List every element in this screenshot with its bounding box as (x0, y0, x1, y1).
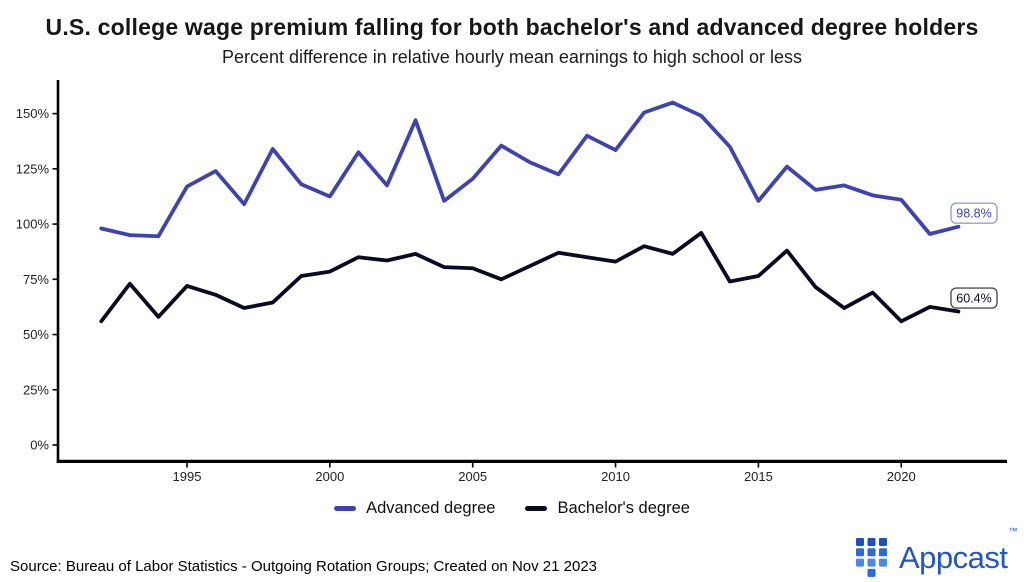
legend-item-bachelors-degree: Bachelor's degree (525, 499, 690, 518)
logo-square (878, 548, 887, 557)
logo-square (855, 558, 864, 567)
series-line-bachelor-s-degree (99, 231, 961, 324)
series-line-advanced-degree (99, 100, 961, 239)
y-tick-label: 25% (23, 382, 49, 397)
logo-square (867, 558, 876, 567)
trademark-symbol: ™ (1008, 526, 1018, 536)
chart-subtitle: Percent difference in relative hourly me… (222, 47, 802, 67)
logo-square (878, 558, 887, 567)
y-tick-label: 125% (16, 161, 50, 176)
logo-square (867, 538, 876, 546)
end-value-label-box (950, 202, 998, 224)
line-chart-canvas: 0% 25% 50% 75% 100% 125% 150% 1995 2000 2005 2010 2… (16, 80, 1007, 484)
logo-square (855, 548, 864, 557)
x-tick-label: 1995 (173, 469, 202, 484)
y-tick-label: 75% (23, 272, 49, 287)
x-tick-label: 2015 (744, 469, 773, 484)
y-tick-label: 150% (16, 106, 50, 121)
logo-square (867, 568, 876, 577)
y-tick-label: 50% (23, 327, 49, 342)
x-tick-label: 2020 (887, 469, 916, 484)
legend-label-bachelors-degree: Bachelor's degree (557, 499, 690, 517)
bachelors-degree-line-swatch (525, 506, 548, 511)
logo-square (878, 538, 887, 546)
end-value-label-box (950, 287, 998, 309)
legend-label-advanced-degree: Advanced degree (366, 499, 496, 517)
chart-title: U.S. college wage premium falling for bo… (45, 14, 979, 40)
appcast-wordmark: Appcast™ (898, 526, 1017, 575)
x-tick-label: 2000 (315, 469, 344, 484)
appcast-logo: Appcast™ (854, 526, 1017, 578)
line-chart: 0% 25% 50% 75% 100% 125% 150% 1995 2000 2005 2010 2… (0, 75, 1024, 490)
legend-item-advanced-degree: Advanced degree (334, 499, 495, 518)
x-tick-label: 2005 (458, 469, 487, 484)
y-tick-label: 100% (16, 217, 50, 232)
end-value-label: 60.4% (956, 291, 991, 305)
x-tick-label: 2010 (601, 469, 630, 484)
advanced-degree-line-swatch (334, 506, 357, 511)
end-value-label: 98.8% (956, 206, 991, 220)
source-attribution: Source: Bureau of Labor Statistics - Out… (10, 558, 598, 575)
logo-square (855, 538, 864, 546)
chart-legend: Advanced degree Bachelor's degree (0, 499, 1024, 518)
appcast-logo-icon (855, 538, 887, 577)
y-tick-label: 0% (30, 438, 49, 453)
logo-square (867, 548, 876, 557)
